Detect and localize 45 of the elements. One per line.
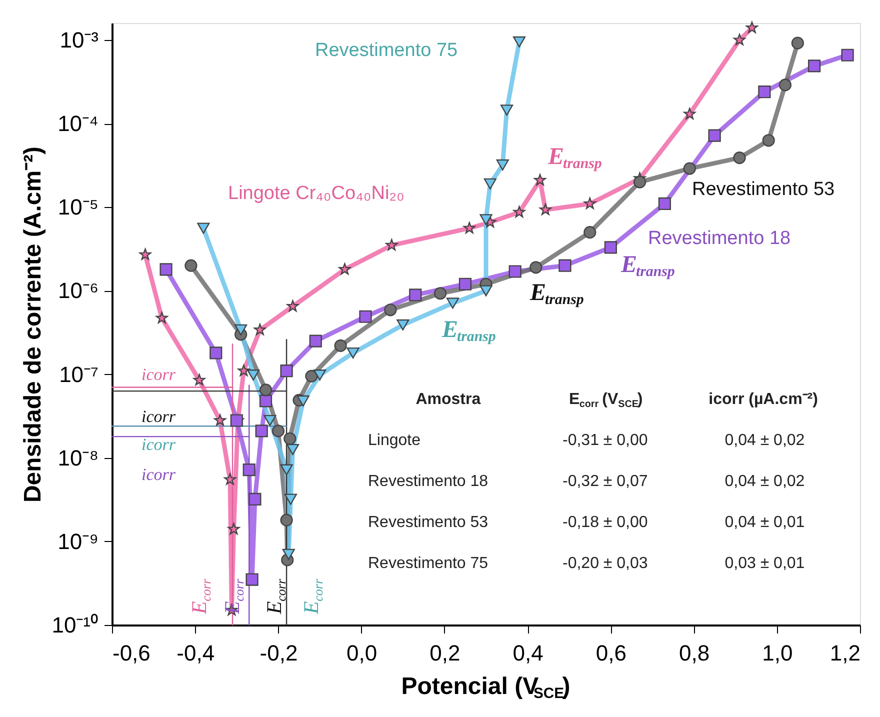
annotation: Ecorr <box>262 578 288 615</box>
series-label: Revestimento 18 <box>648 228 791 249</box>
annotation: -0,32 ± 0,07 <box>562 473 648 490</box>
annotation: -0,18 ± 0,00 <box>562 514 648 531</box>
y-tick-label: 10⁻³ <box>60 28 98 53</box>
annotation: Lingote <box>368 432 421 449</box>
annotation: icorr (µA.cm⁻²) <box>708 391 818 408</box>
x-tick-label: 0,0 <box>346 640 378 666</box>
y-tick-label: 10⁻⁴ <box>58 111 98 136</box>
text: Revestimento 75 <box>315 40 458 61</box>
y-axis-title: Densidade de corrente (A.cm⁻²) <box>20 146 47 503</box>
annotation: Ecorr <box>220 578 246 615</box>
x-tick-label: 0,8 <box>678 640 710 666</box>
annotation: 0,03 ± 0,01 <box>724 555 805 572</box>
annotation: icorr <box>142 365 176 384</box>
annotation: Revestimento 75 <box>368 555 488 572</box>
annotation: 0,04 ± 0,01 <box>724 514 805 531</box>
annotation: Amostra <box>416 391 481 408</box>
y-tick-label: 10⁻⁹ <box>58 528 98 554</box>
x-tick-label: -0,6 <box>112 640 150 666</box>
x-tick-label: 1,2 <box>830 640 860 666</box>
x-tick-label: -0,2 <box>260 640 298 666</box>
annotation: icorr <box>142 435 176 454</box>
annotation: Revestimento 53 <box>368 514 488 531</box>
y-tick-label: 10⁻⁷ <box>59 362 99 387</box>
annotation: Ecorr <box>187 578 214 615</box>
series-label: Revestimento 53 <box>692 179 835 200</box>
x-tick-label: 0,6 <box>596 640 626 666</box>
annotation: Ecorr <box>299 578 326 615</box>
y-tick-label: 10⁻⁵ <box>58 194 98 220</box>
x-tick-label: 1,0 <box>762 640 793 666</box>
annotation: icorr <box>142 465 176 484</box>
annotation: icorr <box>142 407 176 426</box>
x-tick-label: -0,4 <box>176 640 215 666</box>
annotation: -0,20 ± 0,03 <box>562 555 648 572</box>
annotation: 0,04 ± 0,02 <box>724 473 805 490</box>
annotation: Revestimento 18 <box>368 473 488 490</box>
annotation: -0,31 ± 0,00 <box>562 432 648 449</box>
annotation: 0,04 ± 0,02 <box>724 432 805 449</box>
y-tick-label: 10⁻⁸ <box>58 445 98 470</box>
x-tick-label: 0,2 <box>430 640 460 666</box>
series-label: Lingote Cr₄₀Co₄₀Ni₂₀ <box>228 183 404 204</box>
x-tick-label: 0,4 <box>512 640 544 666</box>
y-tick-label: 10⁻¹⁰ <box>52 612 98 638</box>
y-tick-label: 10⁻⁶ <box>58 278 98 304</box>
